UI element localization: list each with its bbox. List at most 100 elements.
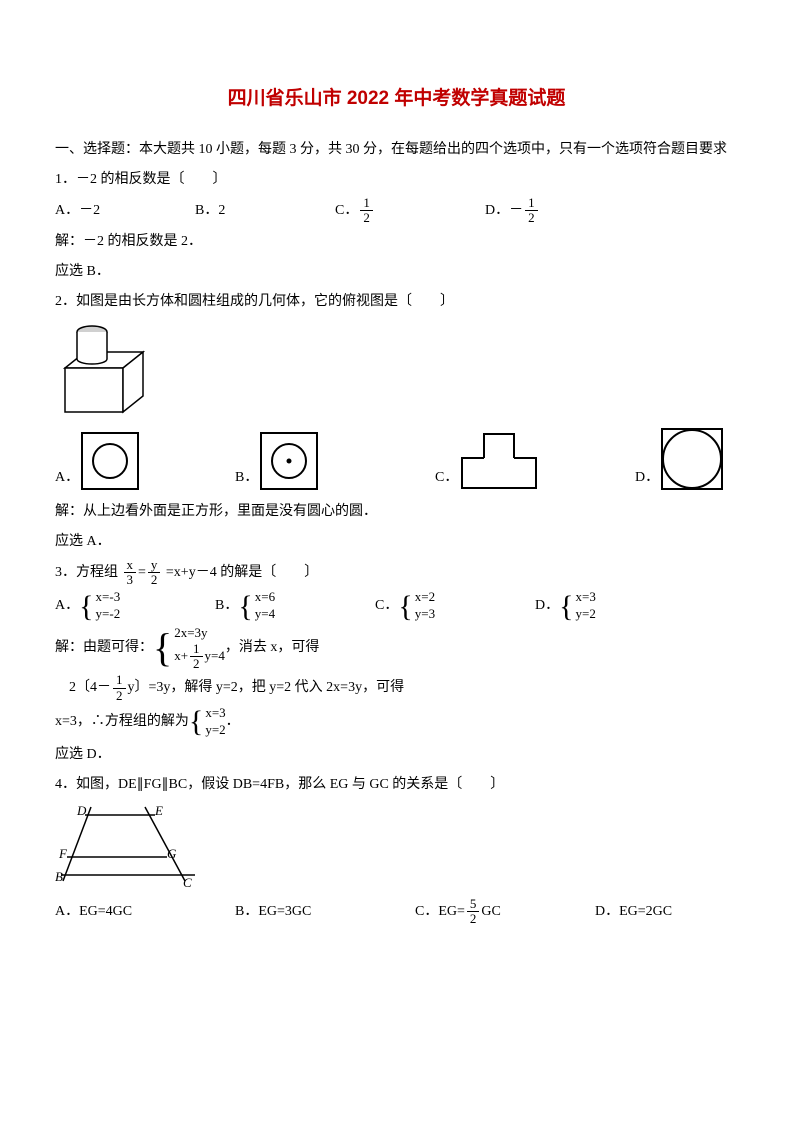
frac-num: 1 [360,196,373,211]
opt-prefix: D． [535,592,559,620]
text: 2〔4－ [55,680,111,695]
q4-figure: D E F G B C [55,803,738,893]
fraction: 1 2 [525,196,538,226]
sys-line: y=2 [576,606,596,623]
frac-num: 5 [467,897,480,912]
fraction: 12 [113,673,126,703]
q1-c-prefix: C． [335,197,358,225]
label-c: C [183,875,192,890]
fraction: 12 [190,642,203,672]
q2-options-row: A． B． C． D． [55,426,738,492]
system: { 2x=3y x+12y=4 [153,625,225,671]
q1-opt-c: C． 1 2 [335,196,485,226]
frac-num: 1 [525,196,538,211]
frac-num: y [148,558,161,573]
label-g: G [167,846,177,861]
text: ． [226,708,240,736]
q2-opt-b-figure [258,430,320,492]
system: { x=3y=2 [189,705,226,739]
q1-opt-d: D．－ 1 2 [485,196,540,226]
frac-num: 1 [190,642,203,657]
q1-options: A．－2 B．2 C． 1 2 D．－ 1 2 [55,196,738,226]
q3-opt-a: A． { x=-3y=-2 [55,589,215,623]
sys-line: x=-3 [96,589,121,606]
q2-opt-d-label: D． [635,464,659,492]
q3-stem-mid: =x+y－4 的解是〔 〕 [166,565,318,580]
text: y=4 [205,648,225,663]
frac-den: 2 [467,912,480,926]
text: x+ [174,648,188,663]
q1-solution-1: 解：－2 的相反数是 2． [55,228,738,256]
text: y〕=3y，解得 y=2，把 y=2 代入 2x=3y，可得 [128,680,405,695]
q3-stem: 3．方程组 x 3 = y 2 =x+y－4 的解是〔 〕 [55,558,738,588]
opt-prefix: B． [215,592,238,620]
fraction: y 2 [148,558,161,588]
q1-opt-a: A．－2 [55,197,195,225]
q2-solution-1: 解：从上边看外面是正方形，里面是没有圆心的圆． [55,498,738,526]
frac-den: 2 [190,657,203,671]
sys-line: x=3 [576,589,596,606]
frac-num: x [124,558,137,573]
q2-opt-d-figure [659,426,725,492]
text: x=3，∴方程组的解为 [55,708,189,736]
label-d: D [76,803,87,818]
q3-options: A． { x=-3y=-2 B． { x=6y=4 C． { x=2y=3 D．… [55,589,738,623]
q2-opt-c-figure [458,430,540,492]
q4-opt-d: D．EG=2GC [595,898,672,926]
opt-prefix: C．EG= [415,898,465,926]
q2-stem: 2．如图是由长方体和圆柱组成的几何体，它的俯视图是〔 〕 [55,288,738,316]
q4-stem: 4．如图，DE∥FG∥BC，假设 DB=4FB，那么 EG 与 GC 的关系是〔… [55,771,738,799]
q2-opt-c-label: C． [435,464,458,492]
sys-line: x=3 [205,705,225,722]
sys-line: x+12y=4 [174,642,225,672]
system: { x=2y=3 [398,589,435,623]
q2-opt-a-figure [79,430,141,492]
label-f: F [58,846,68,861]
q1-stem: 1．－2 的相反数是〔 〕 [55,166,738,194]
q2-opt-b-label: B． [235,464,258,492]
q2-opt-a-label: A． [55,464,79,492]
q3-sol-line1: 解：由题可得： { 2x=3y x+12y=4 ，消去 x，可得 [55,625,738,671]
q4-opt-b: B．EG=3GC [235,898,415,926]
system: { x=3y=2 [559,589,596,623]
q1-opt-b: B．2 [195,197,335,225]
q3-sol-line2: 2〔4－12y〕=3y，解得 y=2，把 y=2 代入 2x=3y，可得 [55,673,738,703]
q3-stem-prefix: 3．方程组 [55,565,118,580]
opt-prefix: A． [55,592,79,620]
sys-line: x=6 [255,589,275,606]
frac-den: 2 [525,211,538,225]
q1-solution-2: 应选 B． [55,258,738,286]
q2-figure-3d [55,320,738,420]
system: { x=-3y=-2 [79,589,120,623]
frac-den: 3 [124,573,137,587]
frac-den: 2 [113,689,126,703]
q3-sol1-prefix: 解：由题可得： [55,634,153,662]
page-title: 四川省乐山市 2022 年中考数学真题试题 [55,80,738,118]
sys-line: y=-2 [96,606,121,623]
frac-num: 1 [113,673,126,688]
fraction: 1 2 [360,196,373,226]
opt-prefix: C． [375,592,398,620]
q4-opt-a: A．EG=4GC [55,898,235,926]
q2-solution-2: 应选 A． [55,528,738,556]
q3-sol1-suffix: ，消去 x，可得 [225,634,320,662]
q4-opt-c: C．EG=52GC [415,897,595,927]
q3-opt-d: D． { x=3y=2 [535,589,596,623]
frac-den: 2 [360,211,373,225]
frac-den: 2 [148,573,161,587]
opt-suffix: GC [481,898,500,926]
q3-opt-b: B． { x=6y=4 [215,589,375,623]
sys-line: y=4 [255,606,275,623]
label-b: B [55,869,63,884]
q1-d-prefix: D．－ [485,197,523,225]
q3-sol-line4: 应选 D． [55,741,738,769]
sys-line: 2x=3y [174,625,225,642]
q3-sol-line3: x=3，∴方程组的解为 { x=3y=2 ． [55,705,738,739]
q4-options: A．EG=4GC B．EG=3GC C．EG=52GC D．EG=2GC [55,897,738,927]
sys-line: y=3 [415,606,435,623]
section-header: 一、选择题：本大题共 10 小题，每题 3 分，共 30 分，在每题给出的四个选… [55,136,738,164]
sys-line: x=2 [415,589,435,606]
sys-line: y=2 [205,722,225,739]
fraction: x 3 [124,558,137,588]
q3-opt-c: C． { x=2y=3 [375,589,535,623]
